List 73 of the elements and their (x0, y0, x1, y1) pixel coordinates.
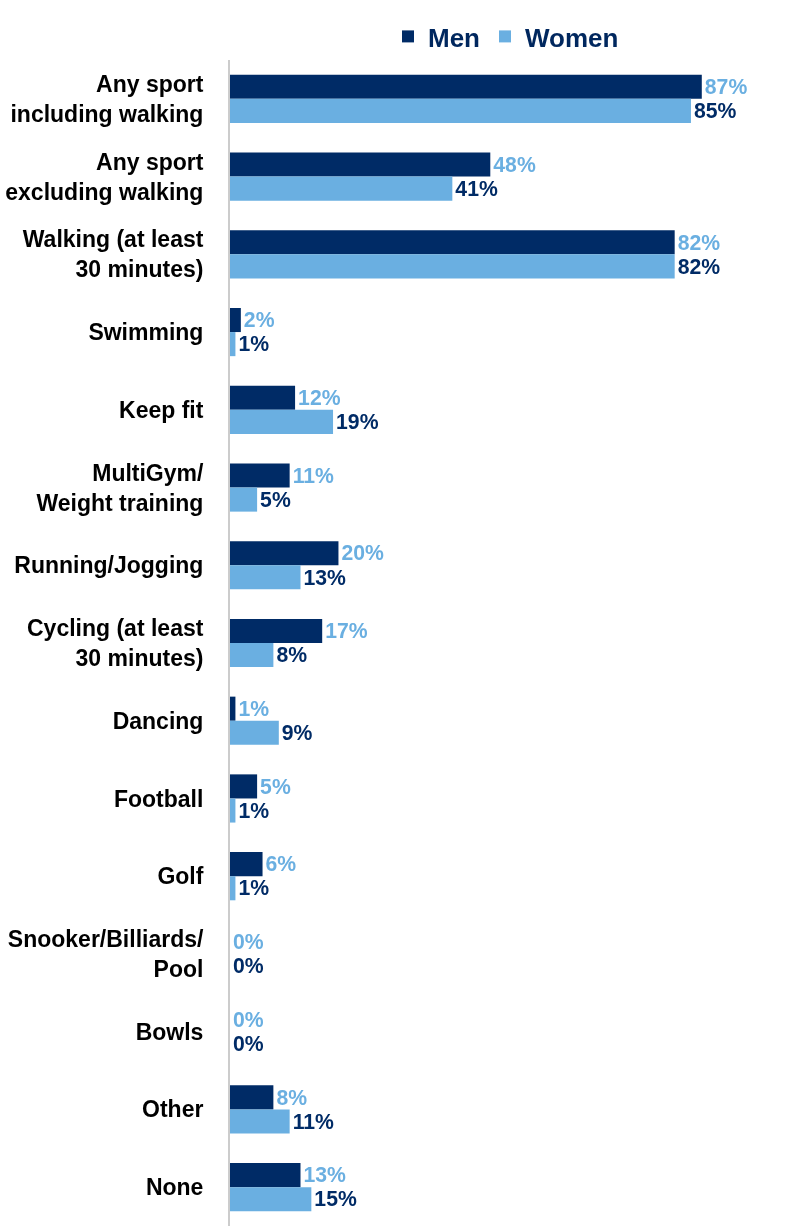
data-label: 41% (455, 176, 498, 200)
legend-label: Women (525, 22, 619, 53)
bar (230, 254, 675, 279)
data-label: 8% (276, 1085, 308, 1109)
y-tick-label: Golf (157, 863, 204, 890)
bar (230, 1163, 301, 1188)
y-tick-label: Cycling (at least 30 minutes) (27, 615, 204, 671)
bar (230, 307, 241, 333)
y-tick-label: None (145, 1174, 204, 1201)
data-label: 0% (233, 1031, 264, 1055)
data-label: 19% (336, 410, 379, 434)
bar (230, 618, 323, 643)
bar (230, 176, 453, 201)
data-label: 1% (238, 876, 270, 900)
data-label: 15% (314, 1187, 357, 1211)
legend-label: Men (428, 22, 480, 53)
data-label: 82% (677, 254, 721, 278)
y-tick-label: Football (113, 785, 204, 812)
bar (230, 1187, 312, 1212)
data-label: 13% (303, 1163, 347, 1187)
data-label: 82% (677, 230, 721, 254)
y-tick-label: Walking (at least 30 minutes) (22, 226, 204, 283)
y-tick-label: Snooker/Billiards/ Pool (7, 926, 204, 982)
bar (230, 643, 274, 668)
data-label: 13% (303, 565, 347, 589)
data-label: 8% (276, 643, 308, 667)
y-tick-label: Bowls (135, 1018, 204, 1045)
y-tick-label: Dancing (112, 707, 204, 734)
bar (230, 230, 675, 255)
data-label: 0% (233, 954, 264, 978)
data-label: 1% (238, 332, 270, 356)
bar (230, 541, 339, 566)
data-label: 11% (292, 1109, 335, 1133)
bar (230, 487, 258, 512)
data-label: 1% (238, 798, 270, 822)
bar (230, 463, 290, 488)
data-label: 9% (281, 721, 313, 745)
bar (230, 852, 263, 877)
bar (230, 798, 236, 823)
y-tick-label: Running/Jogging (14, 552, 204, 579)
bar (230, 774, 258, 799)
data-label: 0% (233, 1007, 264, 1031)
bar (230, 696, 236, 721)
bar (230, 74, 702, 99)
bar (230, 98, 691, 123)
data-label: 85% (693, 99, 737, 123)
data-label: 6% (265, 852, 297, 876)
bar (230, 332, 236, 357)
bar (230, 565, 301, 590)
y-tick-label: Other (142, 1096, 204, 1123)
y-tick-label: Any sport including walking (10, 70, 204, 127)
bar (230, 1085, 274, 1110)
bar (230, 1109, 290, 1134)
data-label: 48% (493, 152, 536, 176)
y-tick-label: MultiGym/ Weight training (36, 459, 205, 516)
y-tick-label: Any sport excluding walking (5, 148, 204, 205)
data-label: 1% (238, 696, 270, 720)
bar (230, 385, 296, 410)
data-label: 5% (260, 774, 291, 798)
bar (230, 720, 279, 745)
data-label: 5% (260, 487, 291, 511)
data-label: 11% (292, 463, 335, 487)
bar (230, 876, 236, 901)
data-label: 87% (704, 75, 748, 99)
y-tick-label: Swimming (88, 319, 204, 346)
bar (230, 409, 334, 434)
data-label: 0% (233, 930, 264, 954)
data-label: 2% (243, 308, 275, 332)
data-label: 20% (341, 541, 385, 565)
y-tick-label: Keep fit (119, 396, 204, 423)
data-label: 17% (325, 619, 368, 643)
bar (230, 152, 491, 177)
data-label: 12% (298, 385, 341, 409)
